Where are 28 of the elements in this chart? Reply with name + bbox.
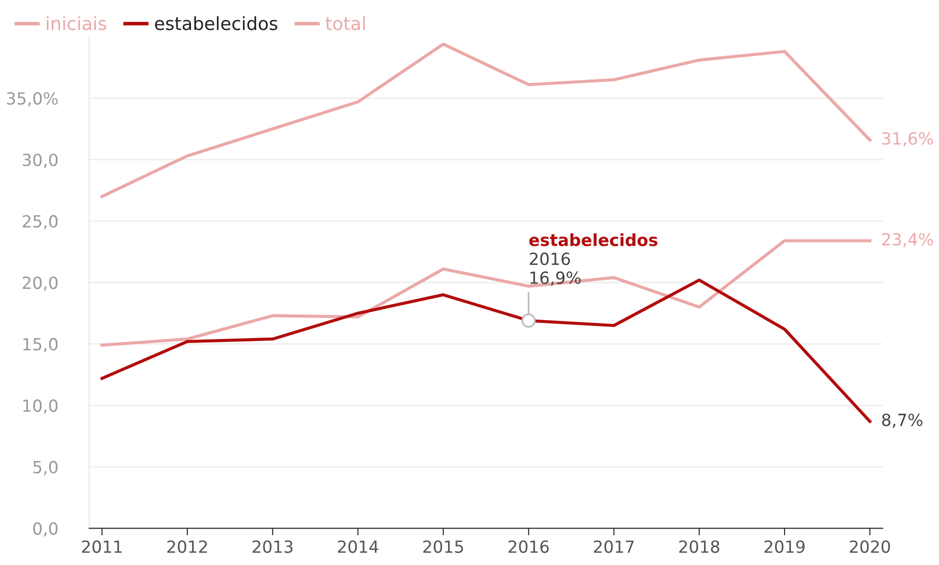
y-tick-label: 25,0 (22, 215, 58, 230)
x-tick-label: 2017 (594, 540, 634, 553)
legend-label: iniciais (46, 16, 106, 30)
data-label: 8,7% (882, 414, 922, 428)
y-tick-label: 15,0 (23, 338, 58, 352)
y-tick-label: 35,0% (6, 92, 58, 106)
annotation: 2016 (530, 252, 570, 266)
annotation: estabelecidos (529, 233, 658, 246)
x-tick-label: 2016 (508, 540, 549, 553)
y-tick-label: 30,0 (22, 154, 58, 168)
y-tick-label: 5,0 (33, 460, 58, 476)
x-tick-label: 2014 (338, 540, 378, 553)
line-series (100, 42, 872, 198)
x-tick-label: 2015 (423, 540, 464, 553)
y-tick-label: 10,0 (23, 399, 58, 414)
data-label: 31,6% (882, 132, 933, 146)
x-tick-label: 2018 (679, 540, 720, 553)
x-tick-label: 2019 (764, 540, 805, 553)
annotation: 16,9% (530, 271, 581, 286)
x-tick-label: 2013 (252, 540, 293, 553)
x-tick-label: 2011 (82, 540, 122, 553)
data-label: 23,4% (882, 232, 933, 248)
legend-label: estabelecidos (154, 16, 278, 30)
y-tick-label: 0,0 (33, 522, 58, 537)
legend-label: total (326, 16, 365, 30)
x-tick-label: 2012 (167, 540, 207, 553)
x-tick-label: 2020 (850, 540, 890, 553)
y-tick-label: 20,0 (22, 276, 58, 291)
